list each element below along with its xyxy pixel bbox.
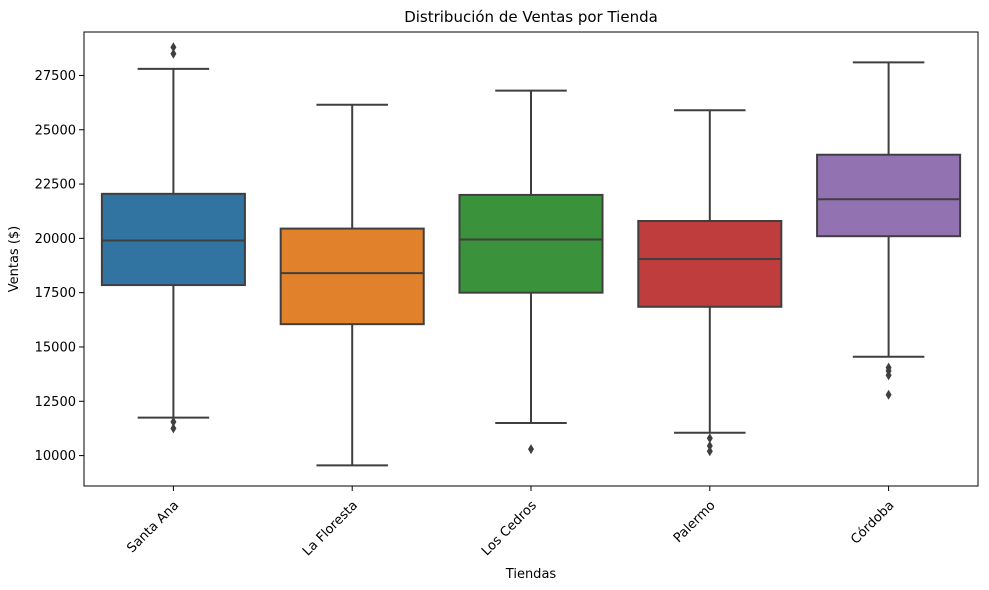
outlier-point	[170, 423, 177, 434]
box-iqr	[100, 192, 246, 287]
outlier-point	[885, 370, 892, 381]
y-tick-label: 12500	[35, 395, 76, 410]
y-tick-label: 20000	[35, 232, 76, 247]
outlier-point	[170, 42, 177, 53]
box-group	[100, 42, 246, 434]
x-tick-label: Córdoba	[848, 498, 897, 547]
y-tick-label: 22500	[35, 178, 76, 193]
outlier-point	[706, 433, 713, 444]
box-group	[816, 61, 962, 400]
chart-title: Distribución de Ventas por Tienda	[404, 8, 658, 26]
y-tick-label: 17500	[35, 286, 76, 301]
x-axis-label: Tiendas	[505, 567, 557, 582]
outlier-point	[528, 444, 534, 455]
x-tick-label: Santa Ana	[124, 498, 182, 556]
box-iqr	[637, 219, 783, 308]
plot-area	[100, 42, 962, 467]
y-tick-label: 15000	[35, 340, 76, 355]
outlier-point	[170, 48, 177, 59]
box-group	[279, 103, 425, 467]
outlier-point	[706, 446, 713, 457]
outlier-point	[885, 389, 892, 400]
box-iqr	[816, 153, 962, 238]
x-tick-label: Los Cedros	[479, 498, 540, 559]
y-tick-label: 25000	[35, 123, 76, 138]
box-iqr	[279, 227, 425, 326]
x-tick-label: La Floresta	[300, 498, 361, 559]
box-group	[637, 109, 783, 457]
y-axis-label: Ventas ($)	[7, 226, 22, 293]
box-iqr	[458, 193, 604, 294]
box-group	[458, 89, 604, 455]
y-tick-label: 27500	[35, 69, 76, 84]
outlier-point	[170, 416, 177, 427]
outlier-point	[706, 440, 713, 451]
x-tick-label: Palermo	[671, 498, 719, 546]
y-tick-label: 10000	[35, 449, 76, 464]
